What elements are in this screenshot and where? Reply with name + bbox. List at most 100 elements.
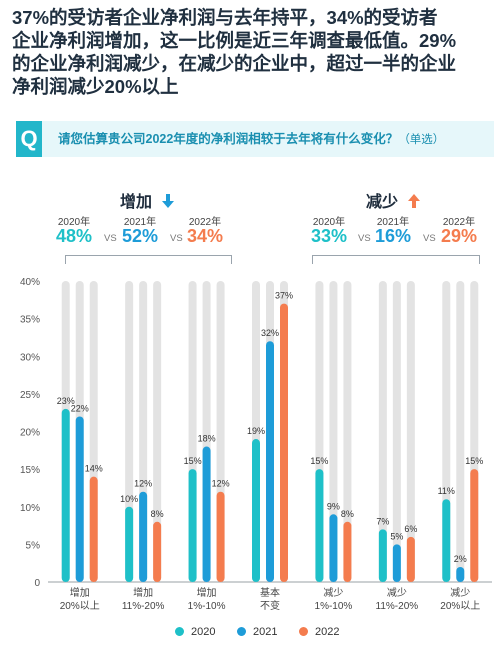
legend-item-2021: 2021	[237, 626, 277, 638]
question-hint: （单选）	[398, 134, 445, 146]
bar-2021	[329, 514, 338, 582]
bar-2021	[75, 416, 84, 582]
decrease-bracket	[312, 255, 480, 264]
x-tick-label: 11%-20%	[122, 601, 165, 612]
increase-value-2021: 52%	[121, 226, 159, 246]
data-label: 12%	[212, 479, 230, 489]
increase-year-label: 2020年	[57, 217, 91, 228]
bar-2022	[470, 469, 479, 582]
data-label: 9%	[327, 501, 340, 511]
headline: 37%的受访者企业净利润与去年持平，34%的受访者 企业净利润增加，这一比例是近…	[12, 6, 496, 98]
y-tick-label: 40%	[20, 277, 40, 288]
x-tick-label: 减少	[387, 587, 407, 599]
bar-2022	[153, 521, 162, 582]
y-tick-label: 35%	[20, 315, 40, 326]
bar-2020	[61, 408, 70, 582]
data-label: 2%	[454, 554, 467, 564]
legend-swatch-2020	[175, 627, 184, 636]
bar-2022	[89, 476, 98, 582]
increase-value-2022: 34%	[186, 226, 224, 246]
question-banner: Q 请您估算贵公司2022年度的净利润相较于去年将有什么变化？（单选）	[16, 121, 494, 157]
vs-label: VS	[104, 233, 117, 244]
data-label: 8%	[341, 509, 354, 519]
y-tick-label: 0	[34, 578, 40, 589]
data-label: 15%	[465, 456, 483, 466]
x-tick-label: 增加	[133, 586, 153, 599]
bar-2020	[378, 529, 387, 582]
legend-label: 2021	[253, 626, 278, 638]
vs-label: VS	[423, 233, 436, 244]
data-label: 12%	[134, 479, 152, 489]
y-tick-label: 15%	[20, 465, 40, 476]
data-label: 18%	[198, 434, 216, 444]
data-label: 15%	[310, 456, 328, 466]
x-tick-label: 1%-10%	[315, 601, 353, 612]
data-label: 7%	[376, 516, 389, 526]
x-tick-label: 11%-20%	[376, 601, 419, 612]
data-label: 14%	[85, 464, 103, 474]
question-label: 请您估算贵公司2022年度的净利润相较于去年将有什么变化？	[58, 132, 399, 146]
bar-track	[378, 281, 387, 582]
bar-track	[125, 281, 134, 582]
legend-item-2020: 2020	[175, 626, 215, 638]
bar-2022	[406, 536, 415, 582]
decrease-year-label: 2021年	[376, 217, 410, 228]
increase-title-text: 增加	[120, 194, 153, 211]
y-tick-label: 25%	[20, 390, 40, 401]
decrease-value-2021: 16%	[374, 226, 412, 246]
increase-bracket	[65, 255, 232, 264]
bar-track	[343, 281, 352, 582]
bar-2020	[315, 469, 324, 582]
arrow-up-icon	[408, 194, 421, 208]
data-label: 23%	[57, 396, 75, 406]
data-label: 32%	[261, 328, 279, 338]
vs-label: VS	[358, 233, 371, 244]
legend-swatch-2022	[299, 627, 308, 636]
bar-2021	[202, 446, 211, 582]
bar-track	[456, 281, 465, 582]
bar-track	[406, 281, 415, 582]
x-tick-label: 减少	[323, 587, 343, 599]
data-label: 15%	[184, 456, 202, 466]
data-label: 19%	[247, 426, 265, 436]
headline-line: 的企业净利润减少，在减少的企业中，超过一半的企业	[12, 53, 457, 74]
decrease-year-label: 2020年	[312, 217, 346, 228]
arrow-down-icon	[162, 194, 175, 208]
data-label: 11%	[438, 486, 455, 496]
x-tick-label: 1%-10%	[188, 601, 226, 612]
data-label: 6%	[404, 524, 417, 534]
bar-chart: 05%10%15%20%25%30%35%40%23%22%14%增加20%以上…	[20, 277, 492, 612]
bar-2022	[216, 491, 225, 582]
decrease-year-label: 2022年	[442, 217, 476, 228]
y-tick-label: 5%	[26, 540, 41, 551]
bar-2022	[280, 303, 288, 582]
question-text: 请您估算贵公司2022年度的净利润相较于去年将有什么变化？（单选）	[58, 121, 444, 158]
bar-2020	[442, 499, 451, 582]
y-tick-label: 20%	[20, 428, 40, 439]
legend-swatch-2021	[237, 627, 246, 636]
bar-2020	[188, 469, 197, 582]
data-label: 22%	[71, 403, 89, 413]
legend-label: 2022	[315, 626, 340, 638]
x-tick-label: 20%以上	[440, 600, 480, 612]
bar-2020	[252, 439, 260, 582]
data-label: 5%	[390, 531, 403, 541]
question-badge: Q	[16, 121, 42, 157]
bar-track	[329, 281, 338, 582]
increase-value-2020: 48%	[55, 226, 93, 246]
x-tick-label: 20%以上	[60, 600, 100, 612]
decrease-value-2022: 29%	[440, 226, 478, 246]
data-label: 37%	[275, 291, 293, 301]
y-tick-label: 30%	[20, 352, 40, 363]
headline-line: 净利润减少20%以上	[12, 76, 179, 97]
increase-year-label: 2021年	[123, 217, 157, 228]
legend-label: 2020	[191, 626, 216, 638]
bar-2021	[266, 341, 274, 582]
bar-2021	[456, 566, 465, 582]
increase-year-label: 2022年	[188, 217, 222, 228]
decrease-value-2020: 33%	[310, 226, 348, 246]
x-tick-label: 增加	[70, 586, 90, 599]
headline-line: 企业净利润增加，这一比例是近三年调查最低值。29%	[12, 30, 457, 51]
decrease-summary-title: 减少	[366, 188, 422, 212]
x-tick-label: 减少	[450, 587, 470, 599]
